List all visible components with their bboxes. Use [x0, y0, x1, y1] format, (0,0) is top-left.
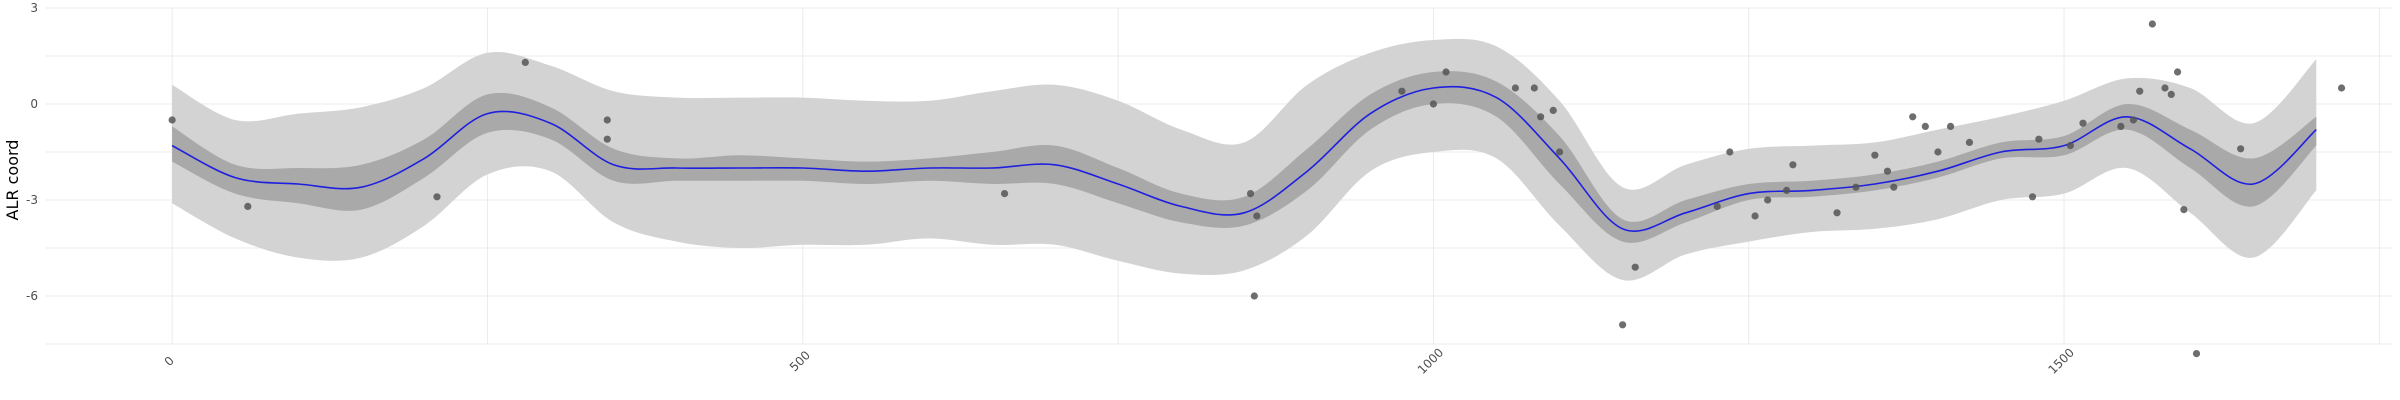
observation-point	[2180, 206, 2188, 214]
observation-point	[1782, 186, 1791, 194]
observation-point	[433, 193, 441, 201]
observation-point	[2066, 142, 2074, 150]
observation-point	[2129, 116, 2138, 124]
y-tick-label: -6	[26, 289, 38, 303]
observation-point	[2173, 68, 2182, 76]
y-axis-ticks: -6 -3 0 3	[26, 1, 38, 303]
x-tick-label: 1500	[2045, 345, 2076, 376]
observation-point	[1946, 122, 1955, 130]
x-tick-label: 0	[162, 354, 177, 369]
observation-point	[603, 116, 611, 124]
observation-point	[1833, 209, 1841, 217]
observation-point	[1871, 151, 1879, 159]
observation-point	[2167, 90, 2175, 98]
observation-points	[168, 20, 2346, 358]
observation-point	[1852, 183, 1860, 191]
observation-point	[1555, 148, 1564, 156]
observation-point	[1789, 161, 1797, 169]
observation-point	[2117, 122, 2125, 130]
inner-band-area	[172, 71, 2317, 243]
observation-point	[1934, 148, 1942, 156]
observation-point	[1619, 321, 1627, 329]
observation-point	[1883, 167, 1892, 175]
y-tick-label: 3	[30, 1, 38, 15]
observation-point	[168, 116, 176, 124]
outer-confidence-band	[172, 38, 2317, 281]
x-axis-ticks: 0 500 1000 1500	[162, 345, 2077, 376]
observation-point	[1764, 196, 1772, 204]
observation-point	[2136, 87, 2144, 95]
observation-point	[1429, 100, 1438, 108]
observation-point	[2192, 350, 2201, 358]
observation-point	[1713, 202, 1721, 210]
observation-point	[1398, 87, 1406, 95]
observation-point	[1631, 263, 1639, 271]
observation-point	[1530, 84, 1538, 92]
fitted-curve-line	[171, 85, 2317, 232]
observation-point	[1250, 292, 1258, 300]
observation-point	[1000, 190, 1009, 198]
y-tick-label: -3	[26, 193, 38, 207]
observation-point	[1246, 190, 1255, 198]
observation-point	[1909, 113, 1917, 121]
observation-point	[2237, 145, 2245, 153]
x-tick-label: 1000	[1415, 345, 1446, 376]
observation-point	[244, 202, 252, 210]
observation-point	[1442, 68, 1450, 76]
observation-point	[603, 135, 611, 143]
x-tick-label: 500	[787, 348, 813, 374]
y-tick-label: 0	[30, 97, 38, 111]
observation-point	[1549, 106, 1557, 114]
observation-point	[2148, 20, 2156, 28]
observation-point	[1921, 122, 1929, 130]
observation-point	[2035, 135, 2043, 143]
observation-point	[1890, 183, 1898, 191]
outer-band-area	[172, 38, 2317, 281]
observation-point	[1965, 138, 1974, 146]
observation-point	[1537, 113, 1545, 121]
observation-point	[1726, 148, 1734, 156]
observation-point	[1511, 84, 1520, 92]
observation-point	[2161, 84, 2169, 92]
observation-point	[1751, 212, 1759, 220]
observation-point	[2337, 84, 2346, 92]
observation-point	[521, 58, 529, 66]
y-axis-title: ALR coord	[3, 140, 22, 221]
observation-point	[1253, 212, 1261, 220]
observation-point	[2028, 193, 2037, 201]
inner-confidence-band	[172, 71, 2317, 243]
fitted-curve	[171, 85, 2317, 232]
observation-point	[2079, 119, 2087, 127]
